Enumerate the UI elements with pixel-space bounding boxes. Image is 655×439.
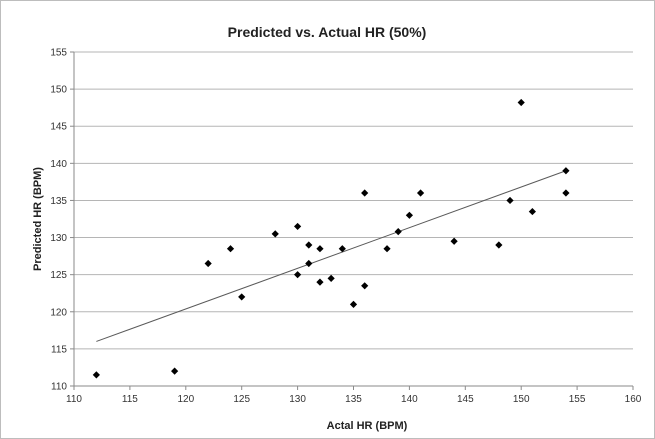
data-point [294, 223, 301, 230]
data-point [451, 238, 458, 245]
y-tick-label: 135 [50, 196, 67, 207]
x-tick-label: 125 [233, 394, 250, 405]
chart-title: Predicted vs. Actual HR (50%) [228, 24, 427, 40]
x-axis-label: Actal HR (BPM) [327, 420, 408, 432]
y-tick-label: 155 [50, 48, 67, 59]
data-point [294, 271, 301, 278]
data-point [305, 260, 312, 267]
data-point [383, 245, 390, 252]
x-tick-labels: 110 115 120 125 130 135 140 145 150 155 160 [66, 394, 642, 405]
data-point [495, 241, 502, 248]
data-point [272, 230, 279, 237]
y-tick-labels: 110 115 120 125 130 135 140 145 150 155 [50, 48, 67, 393]
data-point [328, 275, 335, 282]
data-point [395, 228, 402, 235]
y-tick-label: 120 [50, 307, 67, 318]
trendline-layer [96, 171, 566, 342]
y-tick-label: 140 [50, 159, 67, 170]
y-tick-label: 110 [51, 382, 67, 393]
y-tick-label: 115 [51, 344, 67, 355]
data-points [93, 99, 570, 379]
data-point [361, 282, 368, 289]
data-point [361, 189, 368, 196]
x-tick-label: 160 [625, 394, 642, 405]
data-point [406, 212, 413, 219]
x-tick-label: 120 [177, 394, 194, 405]
x-tick-label: 130 [289, 394, 306, 405]
y-axis-label: Predicted HR (BPM) [32, 167, 44, 271]
data-point [238, 293, 245, 300]
trendline [96, 171, 566, 342]
x-tick-label: 145 [457, 394, 474, 405]
y-tick-label: 150 [50, 85, 67, 96]
data-point [417, 189, 424, 196]
x-tick-label: 110 [66, 394, 82, 405]
data-point [562, 167, 569, 174]
x-tick-label: 115 [122, 394, 138, 405]
y-tick-label: 145 [50, 122, 67, 133]
y-tick-label: 125 [50, 270, 67, 281]
x-tick-label: 150 [513, 394, 530, 405]
data-point [316, 245, 323, 252]
data-point [305, 241, 312, 248]
data-point [350, 301, 357, 308]
data-point [316, 278, 323, 285]
data-point [93, 371, 100, 378]
data-point [205, 260, 212, 267]
data-point [529, 208, 536, 215]
y-tick-label: 130 [50, 233, 67, 244]
x-tick-label: 140 [401, 394, 418, 405]
data-point [518, 99, 525, 106]
data-point [506, 197, 513, 204]
x-tick-label: 155 [569, 394, 586, 405]
data-point [562, 189, 569, 196]
axes [70, 52, 633, 390]
data-point [227, 245, 234, 252]
x-tick-label: 135 [345, 394, 362, 405]
data-point [171, 368, 178, 375]
